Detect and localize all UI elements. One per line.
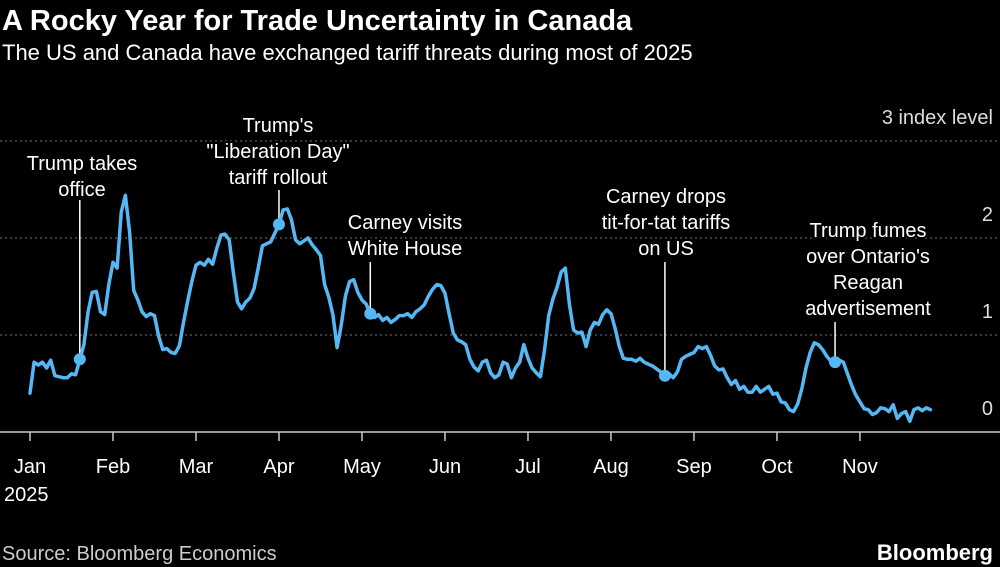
annotation-text: advertisement — [805, 298, 931, 320]
y-tick-label: 1 — [982, 301, 993, 323]
y-tick-labels: 0 1 2 3 index level — [878, 103, 997, 424]
chart-title: A Rocky Year for Trade Uncertainty in Ca… — [2, 5, 633, 37]
annotation-text: Carney drops — [606, 186, 726, 208]
annotation-text: "Liberation Day" — [206, 141, 349, 163]
annotation-text: Trump's — [243, 115, 314, 137]
x-tick-label: Nov — [842, 456, 878, 478]
annotation-dot — [658, 369, 671, 382]
series-line — [28, 193, 933, 424]
x-year-label: 2025 — [4, 484, 49, 506]
annotation-text: tariff rollout — [229, 167, 328, 189]
annotation-text: Reagan — [833, 272, 903, 294]
x-tick-label: Apr — [263, 456, 294, 478]
x-tick-label: Feb — [96, 456, 130, 478]
annotation-text: Trump fumes — [809, 220, 926, 242]
plot — [28, 193, 933, 424]
x-tick-label: Jul — [515, 456, 541, 478]
source: Source: Bloomberg Economics — [2, 543, 277, 565]
annotation-text: Trump takes — [27, 153, 137, 175]
grid: Jan Feb Mar Apr May Jun Jul Aug Sep Oct Nov 2025 — [0, 140, 1000, 506]
annotation-dot — [272, 218, 285, 231]
brand: Bloomberg — [877, 540, 993, 565]
annotation-text: over Ontario's — [806, 246, 930, 268]
annotation-text: Carney visits — [348, 212, 462, 234]
y-tick-label: 0 — [982, 398, 993, 420]
annotation-text: White House — [348, 238, 463, 260]
x-tick-label: Oct — [761, 456, 793, 478]
x-tick-label: Mar — [179, 456, 214, 478]
x-tick-label: Jun — [429, 456, 461, 478]
chart-subtitle: The US and Canada have exchanged tariff … — [2, 40, 693, 65]
y-tick-label: 3 index level — [882, 107, 993, 129]
x-tick-label: Aug — [593, 456, 629, 478]
annotation-text: tit-for-tat tariffs — [602, 212, 731, 234]
x-tick-label: Sep — [676, 456, 712, 478]
annotations: Trump takes office Trump's "Liberation Day"… — [25, 113, 933, 376]
annotation-dot — [364, 307, 377, 320]
annotation-dot — [73, 353, 86, 366]
annotation-dot — [829, 356, 842, 369]
x-tick-label: May — [343, 456, 381, 478]
annotation-text: office — [58, 179, 105, 201]
y-tick-label: 2 — [982, 204, 993, 226]
x-tick-label: Jan — [14, 456, 46, 478]
annotation-text: on US — [638, 238, 694, 260]
